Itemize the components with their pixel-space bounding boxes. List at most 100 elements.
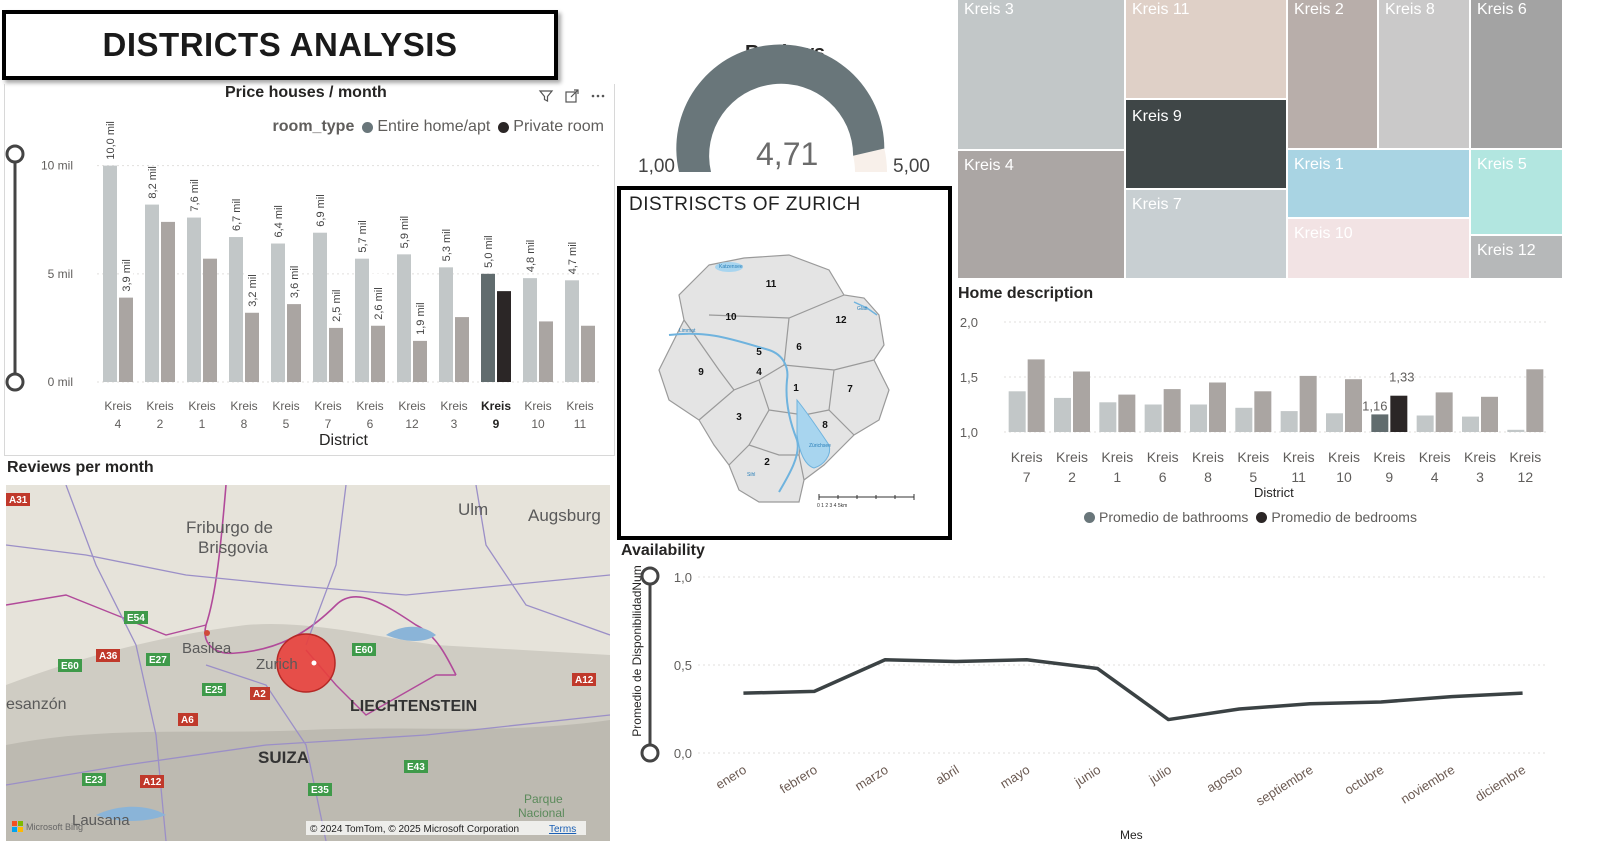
bar-bedrooms[interactable] xyxy=(1435,392,1453,432)
treemap-tile-kreis-10[interactable]: Kreis 10 xyxy=(1288,219,1469,278)
treemap-tile-kreis-7[interactable]: Kreis 7 xyxy=(1126,190,1286,278)
bar-entire-home[interactable] xyxy=(145,204,159,382)
bar-bathrooms[interactable] xyxy=(1054,397,1071,432)
bar-bathrooms[interactable] xyxy=(1280,411,1298,432)
bar-entire-home[interactable] xyxy=(397,254,411,382)
availability-line[interactable] xyxy=(743,657,1523,722)
filter-icon[interactable] xyxy=(538,88,554,104)
bar-bedrooms[interactable] xyxy=(1073,371,1090,433)
treemap-tile-kreis-4[interactable]: Kreis 4 xyxy=(958,151,1124,278)
bar-entire-home[interactable] xyxy=(565,280,579,382)
treemap-tile-kreis-12[interactable]: Kreis 12 xyxy=(1471,236,1562,278)
bar-private-room[interactable] xyxy=(371,325,385,382)
range-slider-handle-top[interactable] xyxy=(640,566,660,586)
x-tick-label: septiembre xyxy=(1253,762,1315,809)
x-tick-label: 6 xyxy=(1159,469,1167,485)
range-slider-handle-bottom[interactable] xyxy=(5,372,25,392)
bar-entire-home[interactable] xyxy=(481,273,495,382)
reviews-gauge-panel[interactable]: Reviews 1,00 5,00 4,71 xyxy=(630,36,940,184)
bar-private-room[interactable] xyxy=(539,321,553,382)
range-slider-handle-bottom[interactable] xyxy=(640,743,660,763)
bar-bedrooms[interactable] xyxy=(1209,382,1226,433)
treemap-tile-kreis-1[interactable]: Kreis 1 xyxy=(1288,150,1469,217)
bar-private-room[interactable] xyxy=(497,291,511,382)
bar-bathrooms[interactable] xyxy=(1235,407,1253,432)
bar-bathrooms[interactable] xyxy=(1326,413,1343,432)
y-tick-label: 0 mil xyxy=(48,375,73,389)
bar-bathrooms[interactable] xyxy=(1190,404,1207,433)
price-legend-private[interactable]: Private room xyxy=(498,118,604,136)
bar-private-room[interactable] xyxy=(203,258,217,382)
reviews-map-panel[interactable]: Reviews per month Ulm Augsburg Friburgo … xyxy=(4,457,612,843)
bar-bedrooms[interactable] xyxy=(1163,389,1181,432)
x-tick-label: noviembre xyxy=(1398,762,1457,807)
x-tick-label: 9 xyxy=(493,417,500,431)
bar-entire-home[interactable] xyxy=(271,243,285,382)
bar-bathrooms[interactable] xyxy=(1371,414,1389,432)
bar-private-room[interactable] xyxy=(329,327,343,382)
y-tick-label: 1,0 xyxy=(674,570,692,585)
x-tick-label: 1 xyxy=(1113,469,1121,485)
bar-bathrooms[interactable] xyxy=(1099,402,1117,432)
price-x-axis-title: District xyxy=(319,432,368,449)
bar-entire-home[interactable] xyxy=(229,237,243,382)
treemap-tile-kreis-8[interactable]: Kreis 8 xyxy=(1379,0,1469,148)
bar-private-room[interactable] xyxy=(413,340,427,382)
bar-private-room[interactable] xyxy=(287,304,301,382)
bar-bedrooms[interactable] xyxy=(1526,369,1544,432)
bar-bathrooms[interactable] xyxy=(1416,415,1434,433)
home-legend-bedrooms[interactable]: Promedio de bedrooms xyxy=(1256,509,1417,525)
x-tick-label: mayo xyxy=(997,762,1032,792)
bar-bedrooms[interactable] xyxy=(1118,394,1136,432)
treemap-panel[interactable]: Kreis 3 Kreis 11 Kreis 2 Kreis 8 Kreis 6… xyxy=(958,0,1562,278)
bar-entire-home[interactable] xyxy=(187,217,201,382)
more-options-icon[interactable] xyxy=(590,88,606,104)
price-chart-panel[interactable]: Price houses / month room_type Entire ho… xyxy=(4,84,615,456)
home-description-panel[interactable]: Home description 2,0 1,5 1,0 Kreis 7 Kreis 2 Kr… xyxy=(958,282,1562,532)
bar-private-room[interactable] xyxy=(455,317,469,382)
district-label: 4 xyxy=(756,367,762,378)
bar-entire-home[interactable] xyxy=(523,278,537,382)
bar-bedrooms[interactable] xyxy=(1027,359,1045,432)
katzensee-shape xyxy=(715,262,743,272)
district-label: 1 xyxy=(793,383,799,394)
bar-entire-home[interactable] xyxy=(313,232,327,382)
bar-private-room[interactable] xyxy=(119,297,133,382)
treemap-tile-kreis-9[interactable]: Kreis 9 xyxy=(1126,100,1286,188)
treemap-tile-kreis-6[interactable]: Kreis 6 xyxy=(1471,0,1562,148)
map-brand: Microsoft Bing xyxy=(26,822,83,832)
water-labels: Katzensee Limmat Zürichsee Sihl Glatt xyxy=(679,264,868,478)
focus-mode-icon[interactable] xyxy=(564,88,580,104)
bar-bathrooms[interactable] xyxy=(1462,416,1479,432)
bar-private-room[interactable] xyxy=(161,221,175,382)
range-slider-handle-top[interactable] xyxy=(5,144,25,164)
availability-panel[interactable]: Availability Promedio de DisponibilidadN… xyxy=(618,540,1562,846)
bar-bathrooms[interactable] xyxy=(1008,391,1026,432)
treemap-tile-kreis-2[interactable]: Kreis 2 xyxy=(1288,0,1377,148)
bar-bedrooms[interactable] xyxy=(1390,395,1408,432)
bar-bathrooms[interactable] xyxy=(1507,429,1525,432)
data-label-bg xyxy=(287,252,301,301)
bar-bedrooms[interactable] xyxy=(1481,396,1498,432)
bar-entire-home[interactable] xyxy=(355,258,369,382)
bar-private-room[interactable] xyxy=(581,325,595,382)
zurich-bubble[interactable] xyxy=(276,633,336,693)
bar-entire-home[interactable] xyxy=(439,267,453,382)
x-tick-label: 9 xyxy=(1385,469,1393,485)
treemap-tile-kreis-3[interactable]: Kreis 3 xyxy=(958,0,1124,149)
map-canvas[interactable]: Ulm Augsburg Friburgo de Brisgovia Basil… xyxy=(6,485,610,841)
bar-bedrooms[interactable] xyxy=(1254,391,1272,432)
treemap-tile-kreis-5[interactable]: Kreis 5 xyxy=(1471,150,1562,234)
bar-private-room[interactable] xyxy=(245,312,259,382)
x-tick-label: 4 xyxy=(115,417,122,431)
map-terms-link[interactable]: Terms xyxy=(549,824,576,835)
bar-bedrooms[interactable] xyxy=(1345,379,1362,432)
treemap-tile-kreis-11[interactable]: Kreis 11 xyxy=(1126,0,1286,98)
bar-entire-home[interactable] xyxy=(103,165,117,382)
home-legend-bathrooms[interactable]: Promedio de bathrooms xyxy=(1084,509,1248,525)
bar-bedrooms[interactable] xyxy=(1299,375,1317,432)
bar-bathrooms[interactable] xyxy=(1144,404,1162,433)
x-tick-label: Kreis xyxy=(566,399,593,413)
price-legend-entire[interactable]: Entire home/apt xyxy=(362,118,490,136)
gauge-min-label: 1,00 xyxy=(638,156,675,177)
